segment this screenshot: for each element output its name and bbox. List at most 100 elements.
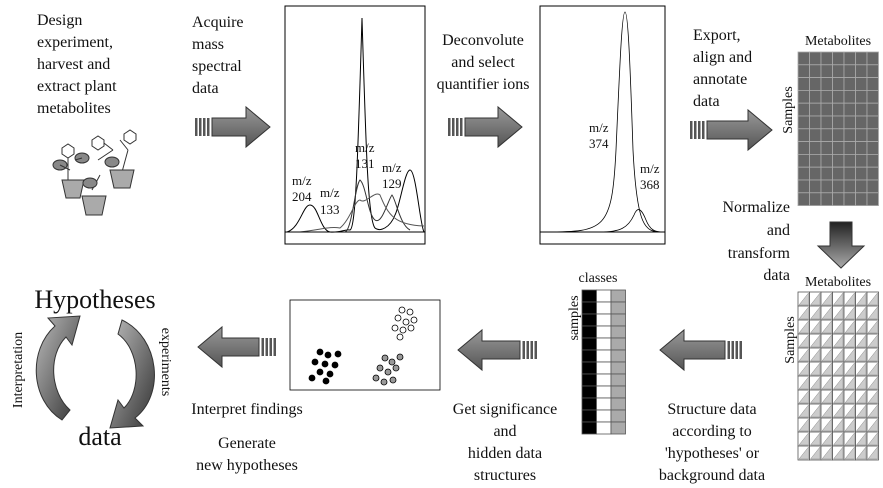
cell-shade bbox=[809, 432, 821, 446]
matrix-cell bbox=[866, 166, 879, 181]
export-text: data bbox=[693, 93, 720, 110]
matrix-cell bbox=[596, 349, 612, 363]
cell-shade bbox=[832, 348, 844, 362]
matrix-label: Metabolites bbox=[805, 34, 871, 49]
arrow-stripe bbox=[273, 338, 276, 356]
arrow-stripe bbox=[731, 341, 734, 359]
arrow-stripe bbox=[735, 341, 738, 359]
acquire-text: Acquire bbox=[192, 14, 244, 31]
peak-label: m/z bbox=[382, 160, 402, 175]
matrix-cell bbox=[820, 179, 833, 194]
cell-shade bbox=[855, 376, 867, 390]
cell-shade bbox=[798, 320, 809, 334]
arrow-body bbox=[464, 105, 523, 149]
cell-shade bbox=[798, 306, 809, 320]
design-text: experiment, bbox=[37, 34, 113, 51]
cell-shade bbox=[821, 334, 832, 348]
interpret-text: Interpret findings bbox=[191, 401, 303, 418]
arrow-stripe bbox=[522, 341, 525, 359]
matrix-cell bbox=[820, 102, 833, 117]
arrow-stripe bbox=[456, 118, 459, 136]
matrix-label: Metabolites bbox=[805, 275, 871, 290]
structure-text: background data bbox=[659, 467, 765, 484]
matrix-cell bbox=[596, 397, 612, 411]
matrix-cell bbox=[832, 90, 845, 104]
matrix-cell bbox=[866, 90, 879, 104]
matrix-cell bbox=[581, 337, 597, 351]
cell-shade bbox=[809, 390, 821, 404]
structure-text: Structure data bbox=[667, 401, 756, 418]
arrow-stripe bbox=[452, 118, 455, 136]
cell-shade bbox=[867, 418, 878, 432]
matrix-cell bbox=[832, 102, 845, 117]
matrix-cell bbox=[581, 409, 597, 423]
matrix-cell bbox=[809, 192, 822, 207]
cell-shade bbox=[844, 404, 855, 418]
design-text: Design bbox=[37, 12, 82, 29]
matrix-cell bbox=[797, 153, 810, 168]
matrix-cell bbox=[610, 289, 626, 303]
matrix-cell bbox=[797, 192, 810, 207]
matrix-cell bbox=[855, 128, 868, 143]
cell-shade bbox=[867, 432, 878, 446]
matrix-cell bbox=[855, 153, 868, 168]
arrow-stripe bbox=[207, 118, 210, 136]
matrix-cell bbox=[855, 51, 868, 66]
arrow-body bbox=[457, 328, 521, 372]
peak-label: 133 bbox=[320, 202, 340, 217]
matrix-cell bbox=[581, 313, 597, 327]
cycle-arrow bbox=[109, 319, 155, 429]
cell-shade bbox=[798, 432, 809, 446]
matrix-cell bbox=[610, 397, 626, 411]
cell-shade bbox=[832, 306, 844, 320]
arrow-stripe bbox=[261, 338, 264, 356]
matrix-cell bbox=[843, 64, 856, 79]
matrix-cell bbox=[843, 90, 856, 104]
matrix-cell bbox=[855, 115, 868, 130]
cell-shade bbox=[809, 320, 821, 334]
cell-shade bbox=[809, 362, 821, 376]
arrows bbox=[195, 105, 773, 372]
acquire-text: mass bbox=[192, 36, 224, 53]
matrix-cell bbox=[809, 90, 822, 104]
arrow-stripe bbox=[698, 121, 701, 139]
matrix-cell bbox=[866, 128, 879, 143]
cell-shade bbox=[798, 292, 809, 306]
matrix-label: Samples bbox=[783, 316, 798, 363]
matrix-cell bbox=[866, 179, 879, 194]
matrix-cell bbox=[855, 141, 868, 155]
matrix-cell bbox=[820, 77, 833, 91]
cell-shade bbox=[798, 446, 809, 460]
spectrum-plot bbox=[284, 5, 426, 245]
matrix-cell bbox=[820, 64, 833, 79]
classes-matrix bbox=[581, 289, 626, 435]
cell-shade bbox=[867, 334, 878, 348]
matrix-cell bbox=[797, 128, 810, 143]
matrix-cell bbox=[843, 102, 856, 117]
arrow-stripe bbox=[702, 121, 705, 139]
normalize-text: transform bbox=[728, 245, 791, 262]
normalized-matrix bbox=[797, 291, 879, 461]
matrix-cell bbox=[797, 166, 810, 181]
matrix-cell bbox=[809, 141, 822, 155]
matrix-cell bbox=[843, 115, 856, 130]
matrix-cell bbox=[866, 64, 879, 79]
matrix-cell bbox=[866, 51, 879, 66]
cell-shade bbox=[867, 306, 878, 320]
cell-shade bbox=[821, 376, 832, 390]
cell-shade bbox=[855, 306, 867, 320]
matrix-cell bbox=[843, 51, 856, 66]
cell-shade bbox=[821, 390, 832, 404]
matrix-label: samples bbox=[567, 295, 582, 340]
cell-shade bbox=[809, 348, 821, 362]
matrix-cell bbox=[843, 128, 856, 143]
matrix-cell bbox=[610, 409, 626, 423]
matrix-cell bbox=[809, 128, 822, 143]
arrow-stripe bbox=[460, 118, 463, 136]
cell-shade bbox=[867, 362, 878, 376]
significance-text: structures bbox=[474, 467, 536, 484]
cell-shade bbox=[832, 362, 844, 376]
matrix-cell bbox=[797, 90, 810, 104]
cell-shade bbox=[798, 362, 809, 376]
block-arrow bbox=[197, 325, 276, 369]
